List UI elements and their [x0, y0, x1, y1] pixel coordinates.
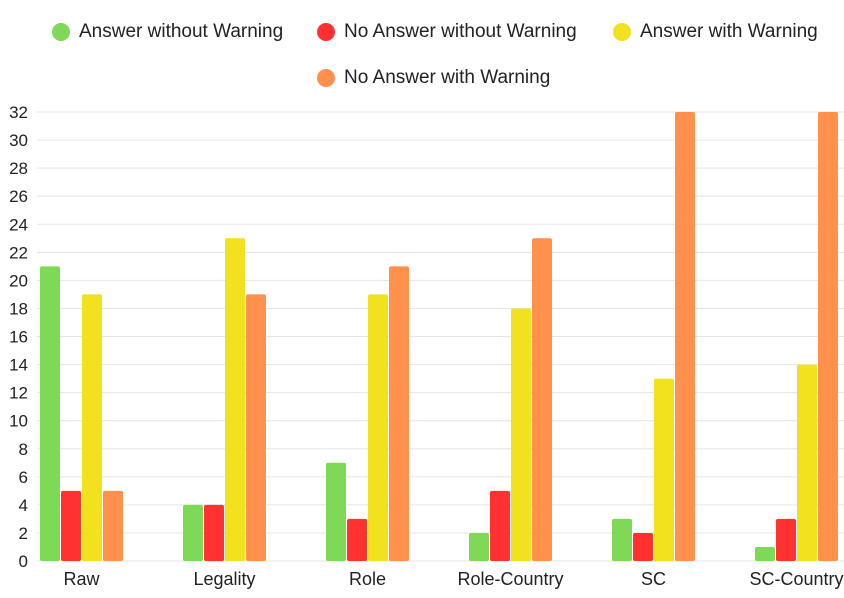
legend-label: No Answer without Warning	[344, 21, 577, 42]
bar-sc-country-series-2	[797, 364, 817, 561]
x-category-label: SC	[641, 569, 666, 589]
bar-role-series-3	[389, 266, 409, 561]
x-category-label: Legality	[193, 569, 255, 589]
bar-raw-series-2	[82, 294, 102, 561]
y-tick-label: 6	[19, 468, 28, 487]
bar-role-country-series-1	[490, 490, 510, 561]
bar-sc-country-series-0	[755, 546, 775, 561]
y-tick-label: 4	[19, 496, 28, 515]
bar-sc-series-0	[612, 518, 632, 561]
legend-item-no-answer-without-warning: No Answer without Warning	[317, 21, 577, 43]
bar-role-series-1	[347, 518, 367, 561]
legend-swatch-red	[317, 23, 335, 41]
y-tick-label: 18	[9, 299, 28, 318]
legend-item-no-answer-with-warning: No Answer with Warning	[317, 67, 550, 89]
y-tick-label: 24	[9, 215, 28, 234]
legend-swatch-orange	[317, 69, 335, 87]
legend-label: Answer with Warning	[640, 21, 818, 42]
y-tick-label: 10	[9, 412, 28, 431]
y-tick-label: 14	[9, 356, 28, 375]
bar-legality-series-3	[246, 294, 266, 561]
y-tick-label: 12	[9, 384, 28, 403]
y-tick-label: 28	[9, 159, 28, 178]
y-tick-label: 22	[9, 243, 28, 262]
bar-legality-series-2	[225, 238, 245, 561]
legend-item-answer-with-warning: Answer with Warning	[613, 21, 818, 43]
bar-role-series-2	[368, 294, 388, 561]
bar-sc-series-2	[654, 378, 674, 561]
bars	[40, 112, 838, 561]
bar-raw-series-0	[40, 266, 60, 561]
x-category-label: Role	[349, 569, 386, 589]
bar-role-country-series-3	[532, 238, 552, 561]
y-tick-label: 20	[9, 271, 28, 290]
x-axis-labels: Raw Legality Role Role-Country SC SC-Country	[63, 569, 843, 589]
y-tick-label: 30	[9, 131, 28, 150]
bar-legality-series-1	[204, 504, 224, 561]
x-category-label: SC-Country	[749, 569, 843, 589]
x-category-label: Raw	[63, 569, 100, 589]
bar-role-series-0	[326, 462, 346, 561]
y-tick-label: 0	[19, 552, 28, 571]
legend-label: No Answer with Warning	[344, 67, 551, 88]
bar-sc-country-series-1	[776, 518, 796, 561]
y-tick-label: 16	[9, 328, 28, 347]
bar-raw-series-1	[61, 490, 81, 561]
bar-sc-country-series-3	[818, 112, 838, 561]
bar-legality-series-0	[183, 504, 203, 561]
legend-swatch-green	[52, 23, 70, 41]
y-tick-label: 32	[9, 103, 28, 122]
y-tick-label: 8	[19, 440, 28, 459]
x-category-label: Role-Country	[457, 569, 563, 589]
legend-item-answer-without-warning: Answer without Warning	[52, 21, 283, 43]
legend-swatch-yellow	[613, 23, 631, 41]
bar-raw-series-3	[103, 490, 123, 561]
y-tick-label: 26	[9, 187, 28, 206]
y-tick-label: 2	[19, 524, 28, 543]
bar-sc-series-3	[675, 112, 695, 561]
gridlines	[37, 111, 844, 562]
bar-role-country-series-0	[469, 532, 489, 561]
legend-label: Answer without Warning	[79, 21, 284, 42]
chart-legend: Answer without Warning No Answer without…	[0, 0, 844, 100]
bar-sc-series-1	[633, 532, 653, 561]
bar-role-country-series-2	[511, 308, 531, 561]
